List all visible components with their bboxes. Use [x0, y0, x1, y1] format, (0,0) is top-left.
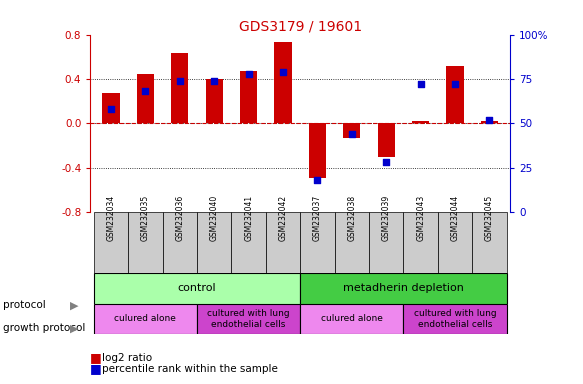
Bar	[94, 212, 128, 273]
Text: GSM232037: GSM232037	[313, 195, 322, 241]
Point	[382, 159, 391, 166]
Point	[485, 117, 494, 123]
Bar	[94, 273, 300, 304]
Bar	[128, 212, 163, 273]
Bar	[481, 121, 498, 123]
Bar	[300, 273, 507, 304]
Text: growth protocol: growth protocol	[3, 323, 85, 333]
Text: culured alone: culured alone	[321, 314, 383, 323]
Text: GSM232043: GSM232043	[416, 195, 425, 241]
Title: GDS3179 / 19601: GDS3179 / 19601	[238, 20, 362, 33]
Bar	[300, 212, 335, 273]
Text: GSM232038: GSM232038	[347, 195, 356, 241]
Text: cultured with lung
endothelial cells: cultured with lung endothelial cells	[208, 309, 290, 329]
Bar	[231, 212, 266, 273]
Text: GSM232039: GSM232039	[382, 195, 391, 241]
Point	[278, 69, 287, 75]
Text: GSM232044: GSM232044	[451, 195, 459, 241]
Point	[313, 177, 322, 183]
Text: percentile rank within the sample: percentile rank within the sample	[102, 364, 278, 374]
Text: GSM232042: GSM232042	[279, 195, 287, 241]
Bar	[137, 74, 154, 123]
Text: ▶: ▶	[70, 323, 79, 333]
Point	[141, 88, 150, 94]
Text: log2 ratio: log2 ratio	[102, 353, 152, 363]
Bar	[343, 123, 360, 138]
Text: ■: ■	[90, 362, 102, 375]
Point	[347, 131, 357, 137]
Text: metadherin depletion: metadherin depletion	[343, 283, 464, 293]
Bar	[378, 123, 395, 157]
Point	[416, 81, 426, 87]
Text: GSM232035: GSM232035	[141, 195, 150, 241]
Bar	[309, 123, 326, 178]
Text: GSM232034: GSM232034	[107, 195, 115, 241]
Text: culured alone: culured alone	[114, 314, 176, 323]
Text: GSM232041: GSM232041	[244, 195, 253, 241]
Bar	[94, 304, 197, 334]
Bar	[412, 121, 429, 123]
Bar	[197, 212, 231, 273]
Bar	[369, 212, 403, 273]
Bar	[171, 53, 188, 123]
Bar	[300, 304, 403, 334]
Bar	[275, 42, 292, 123]
Bar	[103, 93, 120, 123]
Text: GSM232036: GSM232036	[175, 195, 184, 241]
Text: GSM232040: GSM232040	[210, 195, 219, 241]
Bar	[403, 212, 438, 273]
Point	[451, 81, 460, 87]
Point	[106, 106, 115, 112]
Point	[244, 71, 253, 77]
Bar	[438, 212, 472, 273]
Bar	[266, 212, 300, 273]
Bar	[335, 212, 369, 273]
Bar	[240, 71, 257, 123]
Text: protocol: protocol	[3, 300, 45, 310]
Bar	[206, 79, 223, 123]
Text: ▶: ▶	[70, 300, 79, 310]
Bar	[403, 304, 507, 334]
Bar	[197, 304, 300, 334]
Text: GSM232045: GSM232045	[485, 195, 494, 241]
Point	[209, 78, 219, 84]
Bar	[472, 212, 507, 273]
Point	[175, 78, 184, 84]
Text: ■: ■	[90, 351, 102, 364]
Bar	[447, 66, 463, 123]
Text: control: control	[178, 283, 216, 293]
Bar	[163, 212, 197, 273]
Text: cultured with lung
endothelial cells: cultured with lung endothelial cells	[414, 309, 496, 329]
